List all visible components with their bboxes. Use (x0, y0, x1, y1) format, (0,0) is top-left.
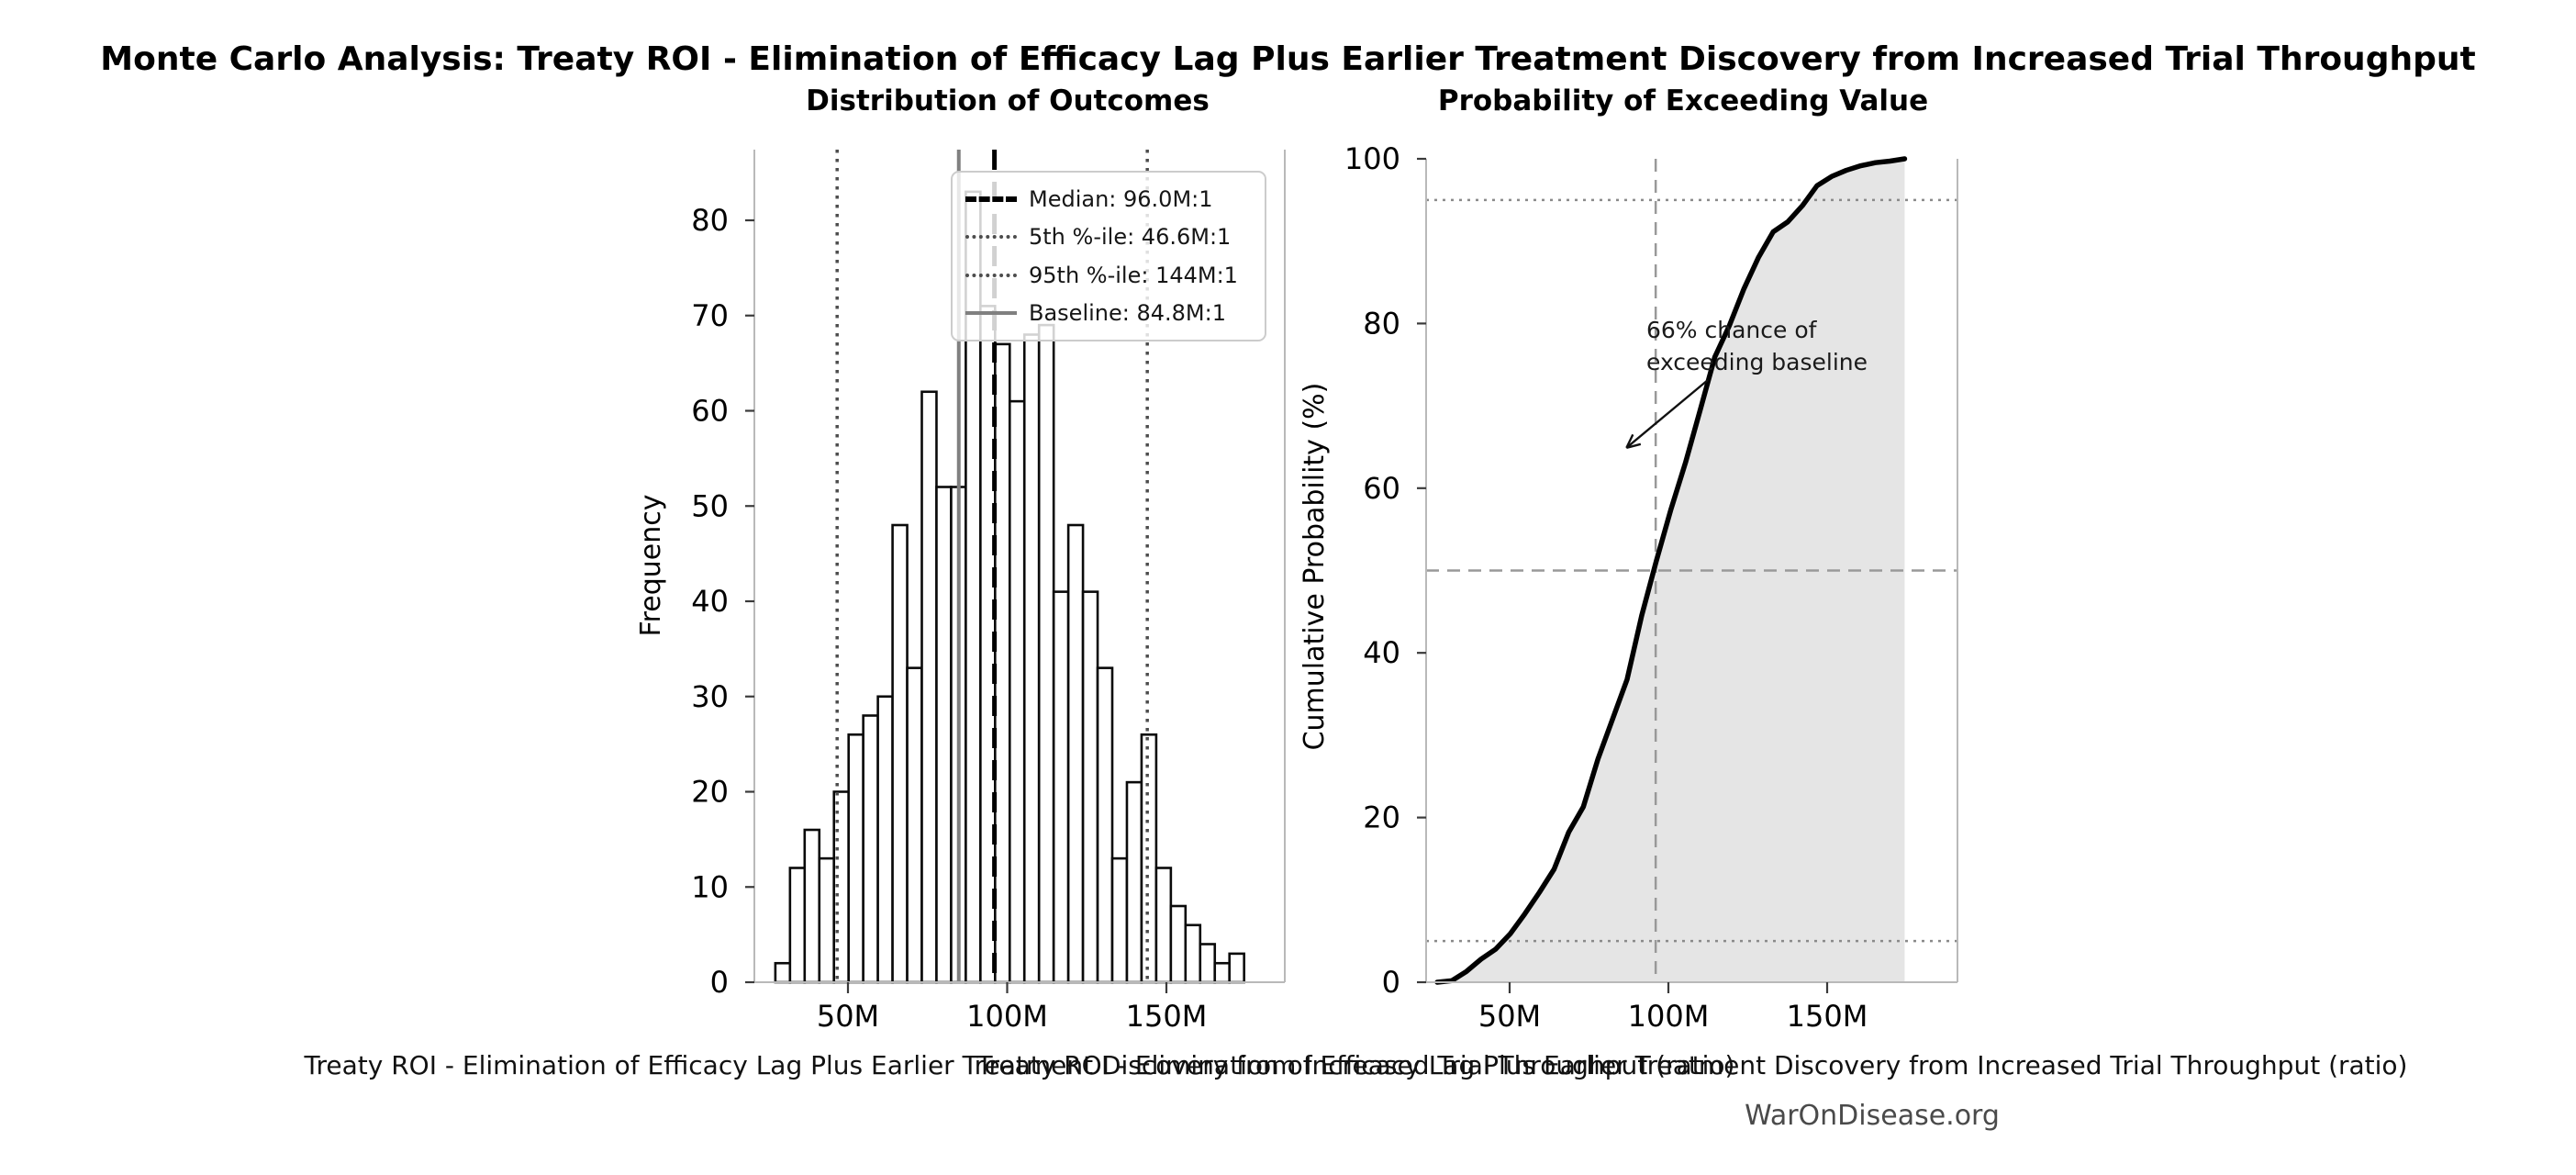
histogram-bar (847, 733, 864, 984)
cdf-x-tick-label: 50M (1478, 999, 1541, 1034)
histogram-y-tick-label: 0 (710, 965, 729, 1000)
histogram-y-tick-label: 50 (691, 488, 729, 523)
histogram-y-tick-label: 80 (691, 203, 729, 238)
histogram-bar (876, 695, 894, 984)
cdf-x-tick-label: 150M (1787, 999, 1868, 1034)
legend-item-label: Baseline: 84.8M:1 (1029, 300, 1226, 327)
histogram-y-tick-label: 70 (691, 298, 729, 333)
histogram-y-tick-label: 30 (691, 679, 729, 714)
legend-line-sample (965, 273, 1017, 277)
cdf-y-tick-label: 80 (1363, 306, 1400, 341)
annotation-arrowhead (1625, 433, 1634, 449)
histogram-bar (1169, 904, 1188, 984)
annotation-line-1: 66% chance of (1646, 317, 1817, 343)
legend-line-sample (965, 311, 1017, 316)
cdf-curve (1434, 156, 1908, 985)
histogram-y-tick-label: 40 (691, 584, 729, 619)
histogram-bar (920, 390, 938, 984)
legend-item: 95th %-ile: 144M:1 (965, 263, 1252, 288)
cdf-title: Probability of Exceeding Value (1437, 84, 1929, 118)
histogram-bar (803, 828, 821, 984)
legend-line-sample (965, 196, 1017, 202)
histogram-title: Distribution of Outcomes (806, 84, 1210, 118)
cdf-y-tick-label: 100 (1344, 141, 1400, 176)
histogram-bar (1066, 523, 1085, 984)
histogram-bar (1022, 333, 1041, 984)
histogram-bar (1052, 590, 1070, 984)
histogram-bar (1081, 590, 1099, 984)
histogram-bar (1184, 923, 1202, 984)
histogram-bar (1228, 952, 1245, 984)
legend-item-label: Median: 96.0M:1 (1029, 185, 1213, 212)
histogram-x-tick-label: 150M (1126, 999, 1208, 1034)
histogram-bar (862, 714, 879, 984)
annotation-line-2: exceeding baseline (1646, 349, 1868, 375)
histogram-bar (1213, 961, 1232, 984)
histogram-bar (818, 856, 836, 984)
histogram-bar (1154, 867, 1173, 984)
histogram-y-axis-label: Frequency (635, 494, 667, 637)
legend-item: Baseline: 84.8M:1 (965, 300, 1252, 326)
histogram-y-tick-label: 60 (691, 394, 729, 429)
histogram-bar (935, 486, 953, 984)
histogram-bar (1199, 943, 1217, 984)
cdf-annotation: 66% chance of exceeding baseline (1646, 314, 1868, 378)
histogram-bar (774, 961, 792, 984)
legend-item-label: 95th %-ile: 144M:1 (1029, 262, 1238, 288)
legend-item-label: 5th %-ile: 46.6M:1 (1029, 224, 1232, 251)
annotation-arrowhead (1626, 442, 1642, 450)
watermark: WarOnDisease.org (1745, 1100, 2000, 1132)
histogram-bar (891, 523, 909, 984)
histogram-y-tick-label: 10 (691, 869, 729, 904)
histogram-bar (1110, 856, 1129, 984)
cdf-x-axis-label: Treaty ROI - Elimination of Efficacy Lag… (976, 1050, 2408, 1080)
cdf-x-tick-label: 100M (1628, 999, 1710, 1034)
cdf-y-tick-label: 20 (1363, 800, 1400, 835)
legend-item: 5th %-ile: 46.6M:1 (965, 224, 1252, 250)
histogram-bar (994, 342, 1011, 984)
annotation-arrow (1625, 379, 1709, 449)
legend-line-sample (965, 235, 1017, 240)
histogram-bar (906, 666, 923, 984)
histogram-y-tick-label: 20 (691, 775, 729, 810)
figure-title: Monte Carlo Analysis: Treaty ROI - Elimi… (100, 40, 2476, 78)
cdf-y-axis-label: Cumulative Probability (%) (1299, 382, 1331, 751)
cdf-y-tick-label: 40 (1363, 635, 1400, 670)
legend: Median: 96.0M:1 5th %-ile: 46.6M:1 95th %-… (951, 171, 1266, 341)
legend-item: Median: 96.0M:1 (965, 186, 1252, 212)
histogram-bar (1096, 666, 1114, 984)
histogram-bar (788, 867, 807, 984)
histogram-x-axis-label: Treaty ROI - Elimination of Efficacy Lag… (304, 1050, 1735, 1080)
histogram-bar (1125, 780, 1143, 984)
histogram-bar (1037, 323, 1055, 984)
histogram-x-tick-label: 100M (966, 999, 1048, 1034)
histogram-bar (1008, 399, 1026, 984)
cdf-y-tick-label: 0 (1382, 965, 1400, 1000)
cdf-y-tick-label: 60 (1363, 471, 1400, 506)
histogram-x-tick-label: 50M (817, 999, 879, 1034)
